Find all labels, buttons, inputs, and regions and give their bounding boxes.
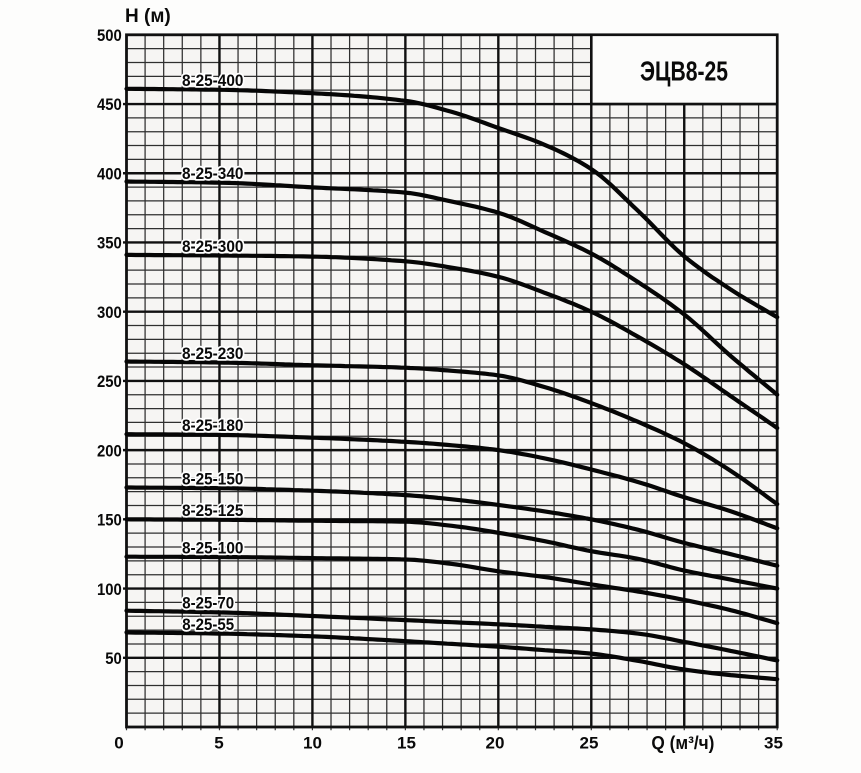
svg-text:8-25-300: 8-25-300 <box>182 237 244 256</box>
svg-text:50: 50 <box>105 649 122 668</box>
svg-text:400: 400 <box>97 164 122 183</box>
svg-text:15: 15 <box>397 734 416 753</box>
svg-text:8-25-150: 8-25-150 <box>182 470 244 489</box>
svg-text:8-25-55: 8-25-55 <box>182 615 234 634</box>
svg-text:250: 250 <box>97 372 122 391</box>
svg-text:8-25-180: 8-25-180 <box>182 416 244 435</box>
svg-text:H (м): H (м) <box>125 6 171 27</box>
svg-text:350: 350 <box>97 234 122 253</box>
svg-text:450: 450 <box>97 95 122 114</box>
svg-text:8-25-340: 8-25-340 <box>182 164 244 183</box>
svg-text:Q (м³/ч): Q (м³/ч) <box>651 733 714 753</box>
svg-text:200: 200 <box>97 441 122 460</box>
svg-text:8-25-70: 8-25-70 <box>182 594 234 613</box>
svg-text:0: 0 <box>114 734 123 753</box>
svg-text:20: 20 <box>486 734 505 753</box>
svg-text:500: 500 <box>97 26 122 45</box>
svg-text:ЭЦВ8-25: ЭЦВ8-25 <box>640 56 728 87</box>
svg-text:150: 150 <box>97 511 122 530</box>
svg-text:300: 300 <box>97 303 122 322</box>
svg-text:8-25-125: 8-25-125 <box>182 501 244 520</box>
svg-text:35: 35 <box>764 734 783 753</box>
svg-text:8-25-400: 8-25-400 <box>182 71 244 90</box>
svg-text:8-25-100: 8-25-100 <box>182 538 244 557</box>
svg-text:25: 25 <box>580 734 599 753</box>
svg-text:8-25-230: 8-25-230 <box>182 344 244 363</box>
svg-text:10: 10 <box>303 734 322 753</box>
svg-text:100: 100 <box>97 580 122 599</box>
svg-text:5: 5 <box>214 734 223 753</box>
